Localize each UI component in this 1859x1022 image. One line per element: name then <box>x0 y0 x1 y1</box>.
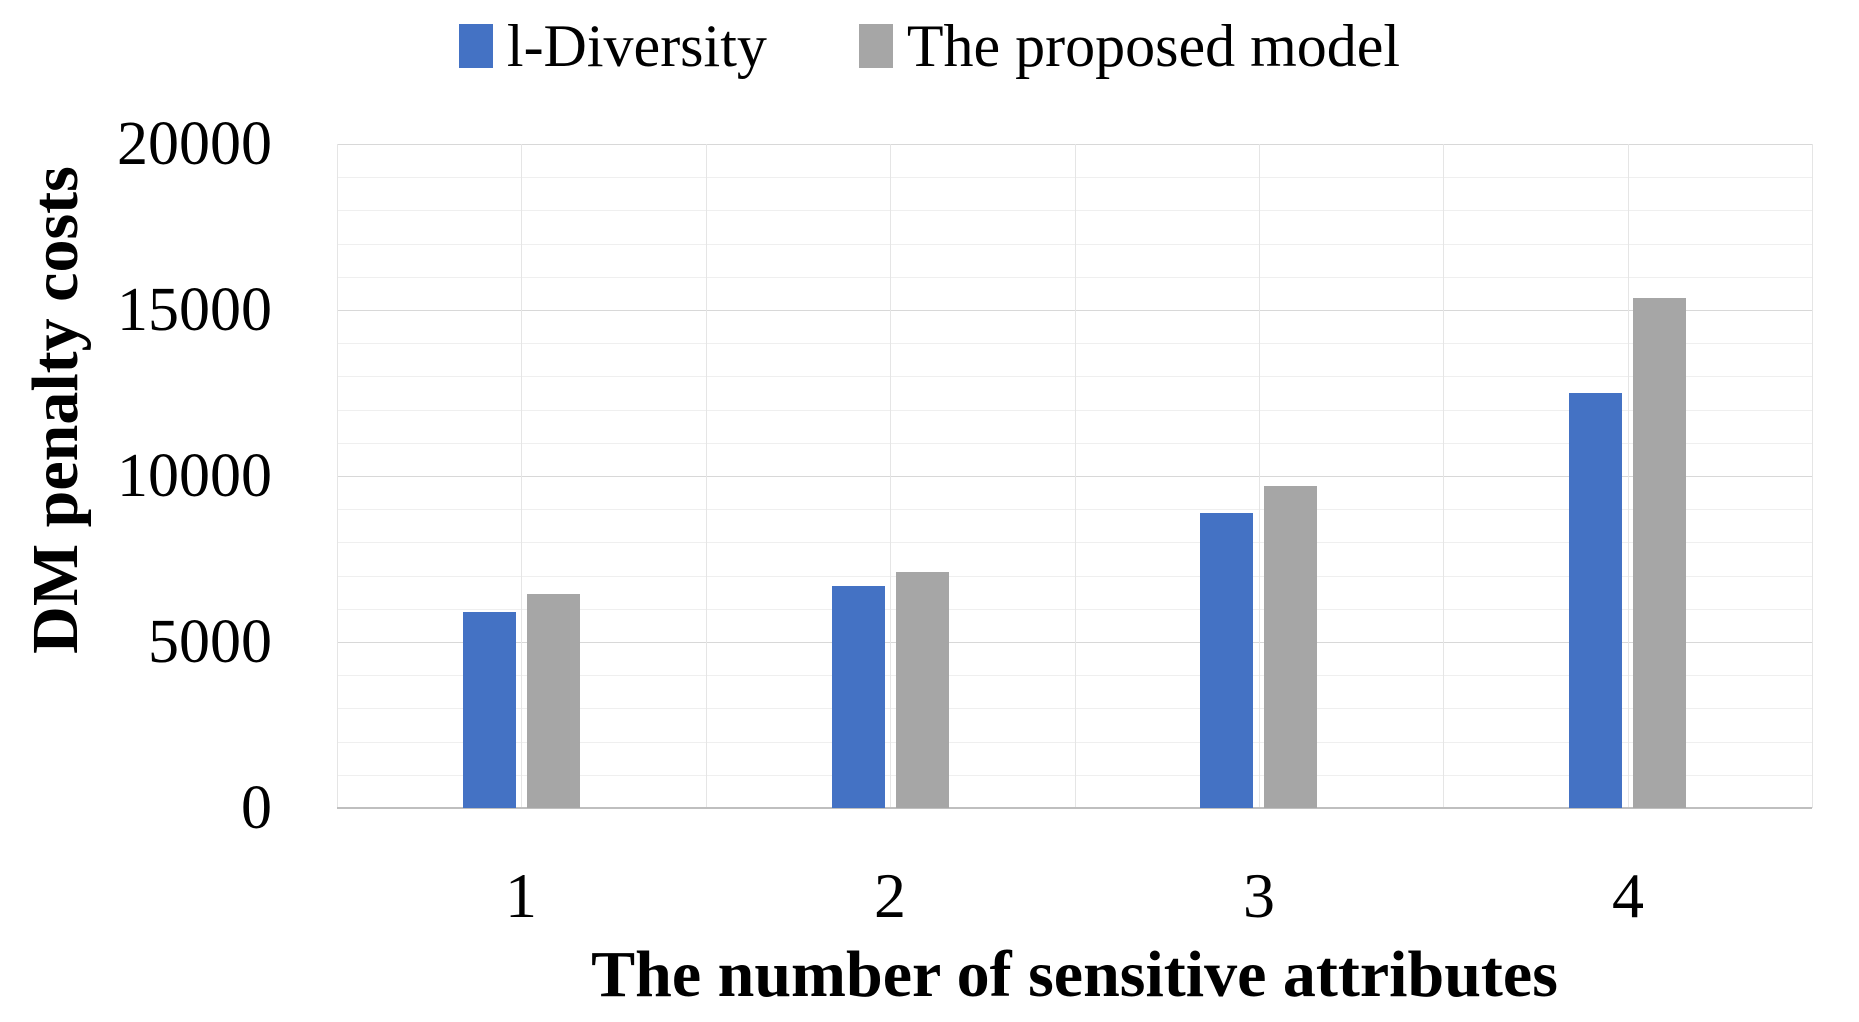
minor-gridline <box>337 244 1812 245</box>
x-axis-line <box>337 807 1812 809</box>
major-gridline <box>337 144 1812 145</box>
minor-gridline <box>337 742 1812 743</box>
minor-gridline <box>337 443 1812 444</box>
bar-l-diversity-4 <box>1569 393 1622 808</box>
vertical-gridline <box>1259 144 1260 808</box>
bar-proposed-model-1 <box>527 594 580 808</box>
minor-gridline <box>337 708 1812 709</box>
minor-gridline <box>337 609 1812 610</box>
bar-proposed-model-4 <box>1633 298 1686 808</box>
legend-swatch-proposed-model-icon <box>858 24 893 68</box>
vertical-gridline <box>706 144 707 808</box>
minor-gridline <box>337 376 1812 377</box>
vertical-gridline <box>1443 144 1444 808</box>
minor-gridline <box>337 775 1812 776</box>
y-tick-label: 20000 <box>117 110 272 178</box>
minor-gridline <box>337 576 1812 577</box>
y-tick-label: 5000 <box>148 608 272 676</box>
y-tick-label: 0 <box>241 774 272 842</box>
x-tick-label: 3 <box>1243 860 1275 931</box>
minor-gridline <box>337 210 1812 211</box>
minor-gridline <box>337 277 1812 278</box>
x-tick-label: 1 <box>505 860 537 931</box>
major-gridline <box>337 310 1812 311</box>
x-axis-title: The number of sensitive attributes <box>591 938 1558 1011</box>
minor-gridline <box>337 542 1812 543</box>
minor-gridline <box>337 509 1812 510</box>
vertical-gridline <box>337 144 338 808</box>
bar-l-diversity-2 <box>832 586 885 808</box>
legend-item-l-diversity: l-Diversity <box>458 13 767 79</box>
bar-l-diversity-1 <box>463 612 516 808</box>
vertical-gridline <box>521 144 522 808</box>
minor-gridline <box>337 410 1812 411</box>
major-gridline <box>337 642 1812 643</box>
y-tick-label: 15000 <box>117 276 272 344</box>
vertical-gridline <box>890 144 891 808</box>
minor-gridline <box>337 343 1812 344</box>
y-tick-label: 10000 <box>117 442 272 510</box>
legend-label-l-diversity: l-Diversity <box>506 13 767 79</box>
legend: l-Diversity The proposed model <box>0 16 1859 76</box>
vertical-gridline <box>1075 144 1076 808</box>
major-gridline <box>337 476 1812 477</box>
legend-label-proposed-model: The proposed model <box>906 13 1401 79</box>
vertical-gridline <box>1812 144 1813 808</box>
minor-gridline <box>337 675 1812 676</box>
y-axis-title: DM penalty costs <box>19 166 92 654</box>
vertical-gridline <box>1628 144 1629 808</box>
x-tick-label: 2 <box>874 860 906 931</box>
legend-swatch-l-diversity-icon <box>458 24 493 68</box>
bar-proposed-model-3 <box>1264 486 1317 808</box>
bar-proposed-model-2 <box>896 572 949 808</box>
bar-l-diversity-3 <box>1200 513 1253 808</box>
legend-item-proposed-model: The proposed model <box>858 13 1401 79</box>
x-tick-label: 4 <box>1612 860 1644 931</box>
minor-gridline <box>337 177 1812 178</box>
